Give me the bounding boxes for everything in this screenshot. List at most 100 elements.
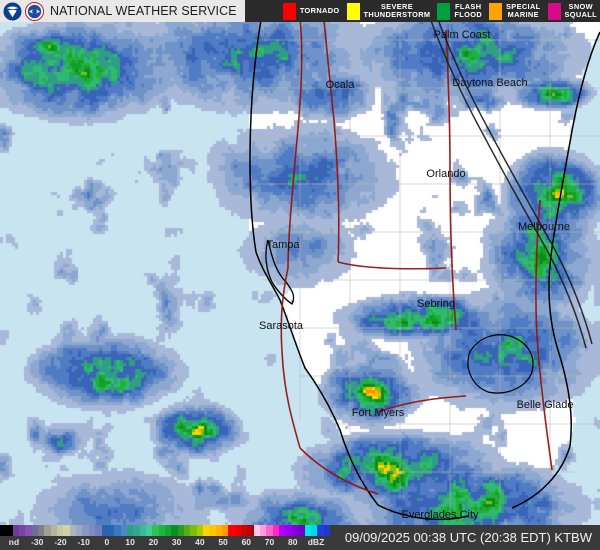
scale-swatch <box>133 525 140 536</box>
scale-swatch <box>253 525 261 536</box>
scale-swatch <box>177 525 184 536</box>
scale-tick-label: 10 <box>125 537 135 547</box>
scale-swatch <box>158 525 165 536</box>
city-label[interactable]: Tampa <box>266 235 299 253</box>
scale-swatch <box>291 525 299 536</box>
scale-swatch <box>25 525 32 536</box>
dbz-scale-ticks: nd -30 -20 -10 0 10 20 30 40 50 60 70 80 dBZ <box>0 536 330 550</box>
city-label[interactable]: Fort Myers <box>352 403 405 421</box>
warning-legend-item[interactable]: SNOW SQUALL <box>547 1 597 20</box>
scale-swatch <box>145 525 153 536</box>
city-label-text: Sarasota <box>258 320 304 332</box>
scale-swatch <box>190 525 197 536</box>
scale-swatch <box>82 525 89 536</box>
scale-swatch <box>310 525 318 536</box>
scale-swatch <box>57 525 64 536</box>
scale-swatch <box>6 525 13 536</box>
city-label-text: Ocala <box>325 79 355 91</box>
scale-swatch <box>285 525 292 536</box>
scale-swatch <box>152 525 159 536</box>
scale-tick-label: 60 <box>241 537 252 547</box>
warning-color-swatch <box>547 2 561 20</box>
scale-swatch <box>50 525 58 536</box>
warning-legend-item[interactable]: FLASH FLOOD <box>437 1 483 20</box>
nws-brand[interactable]: NATIONAL WEATHER SERVICE <box>0 0 245 22</box>
scale-swatch <box>44 525 51 536</box>
warning-legend-item[interactable]: SEVERE THUNDERSTORM <box>346 2 431 20</box>
city-label-text: Daytona Beach <box>452 77 528 89</box>
city-label[interactable]: Daytona Beach <box>452 73 527 91</box>
scale-tick-label: 70 <box>264 537 275 547</box>
warning-label: FLASH FLOOD <box>454 1 483 19</box>
scale-swatch <box>234 525 242 536</box>
scale-tick-label: -10 <box>77 537 90 547</box>
scale-swatch <box>139 525 146 536</box>
scale-tick-label: nd <box>8 537 20 547</box>
scale-swatch <box>63 525 70 536</box>
scale-swatch <box>203 525 210 536</box>
scale-tick-label: 50 <box>218 537 228 547</box>
city-label-text: Everglades City <box>401 509 479 521</box>
warning-legend-item[interactable]: TORNADO <box>282 2 340 20</box>
warning-color-swatch <box>489 2 503 20</box>
dbz-color-scale[interactable]: nd -30 -20 -10 0 10 20 30 40 50 60 70 80 dBZ <box>0 525 330 550</box>
city-label[interactable]: Palm Coast <box>434 25 491 43</box>
scale-swatch <box>196 525 203 536</box>
scale-tick-label: 30 <box>171 537 182 547</box>
footer-bar: nd -30 -20 -10 0 10 20 30 40 50 60 70 80 dBZ 09/09/20… <box>0 525 600 550</box>
scale-tick-label: dBZ <box>307 537 325 547</box>
city-label[interactable]: Sarasota <box>259 316 303 334</box>
scale-swatch <box>12 525 20 536</box>
scale-swatch <box>171 525 178 536</box>
header-bar: NATIONAL WEATHER SERVICE TORNADO SEVERE T… <box>0 0 600 22</box>
city-label[interactable]: Ocala <box>326 75 355 93</box>
warning-legend-item[interactable]: SPECIAL MARINE <box>489 1 541 20</box>
scale-swatch <box>317 525 324 536</box>
city-label-text: Tampa <box>266 239 300 251</box>
scale-swatch <box>209 525 216 536</box>
city-label[interactable]: Belle Glade <box>517 395 574 413</box>
scale-swatch <box>95 525 102 536</box>
scale-swatch <box>228 525 235 536</box>
city-label[interactable]: Sebring <box>417 294 455 312</box>
city-label[interactable]: Orlando <box>426 164 465 182</box>
scale-tick-label: -20 <box>54 537 67 547</box>
city-label-text: Palm Coast <box>433 29 491 41</box>
city-label[interactable]: Melbourne <box>518 217 570 235</box>
nws-seal-logo <box>25 1 44 21</box>
scale-swatch <box>0 525 7 536</box>
city-label-text: Melbourne <box>518 221 570 233</box>
warning-label: TORNADO <box>299 5 340 15</box>
scale-swatch <box>120 525 127 536</box>
noaa-logo <box>3 1 22 21</box>
scale-swatch <box>164 525 172 536</box>
scale-swatch <box>241 525 248 536</box>
city-label-text: Belle Glade <box>516 399 574 411</box>
scale-swatch <box>69 525 77 536</box>
scale-swatch <box>279 525 286 536</box>
scale-tick-label: 0 <box>104 537 110 547</box>
scale-tick-label: 40 <box>195 537 205 547</box>
brand-title: NATIONAL WEATHER SERVICE <box>50 4 237 18</box>
city-label[interactable]: Everglades City <box>401 505 478 523</box>
scale-tick-label: -30 <box>31 537 44 547</box>
warning-label: SPECIAL MARINE <box>506 1 541 19</box>
warning-color-swatch <box>282 2 296 20</box>
city-label-text: Fort Myers <box>351 407 405 419</box>
dbz-scale-swatches <box>0 525 330 536</box>
scale-swatch <box>298 525 305 536</box>
scale-swatch <box>247 525 254 536</box>
warning-legend: TORNADO SEVERE THUNDERSTORM FLASH FLOOD SPE… <box>245 0 600 22</box>
scale-swatch <box>101 525 108 536</box>
scale-swatch <box>114 525 121 536</box>
scale-swatch <box>183 525 191 536</box>
warning-label: SNOW SQUALL <box>564 1 597 19</box>
scale-swatch <box>19 525 26 536</box>
scale-swatch <box>126 525 134 536</box>
scale-swatch <box>107 525 115 536</box>
scale-swatch <box>215 525 223 536</box>
scale-tick-label: 20 <box>148 537 159 547</box>
scale-swatch <box>304 525 311 536</box>
